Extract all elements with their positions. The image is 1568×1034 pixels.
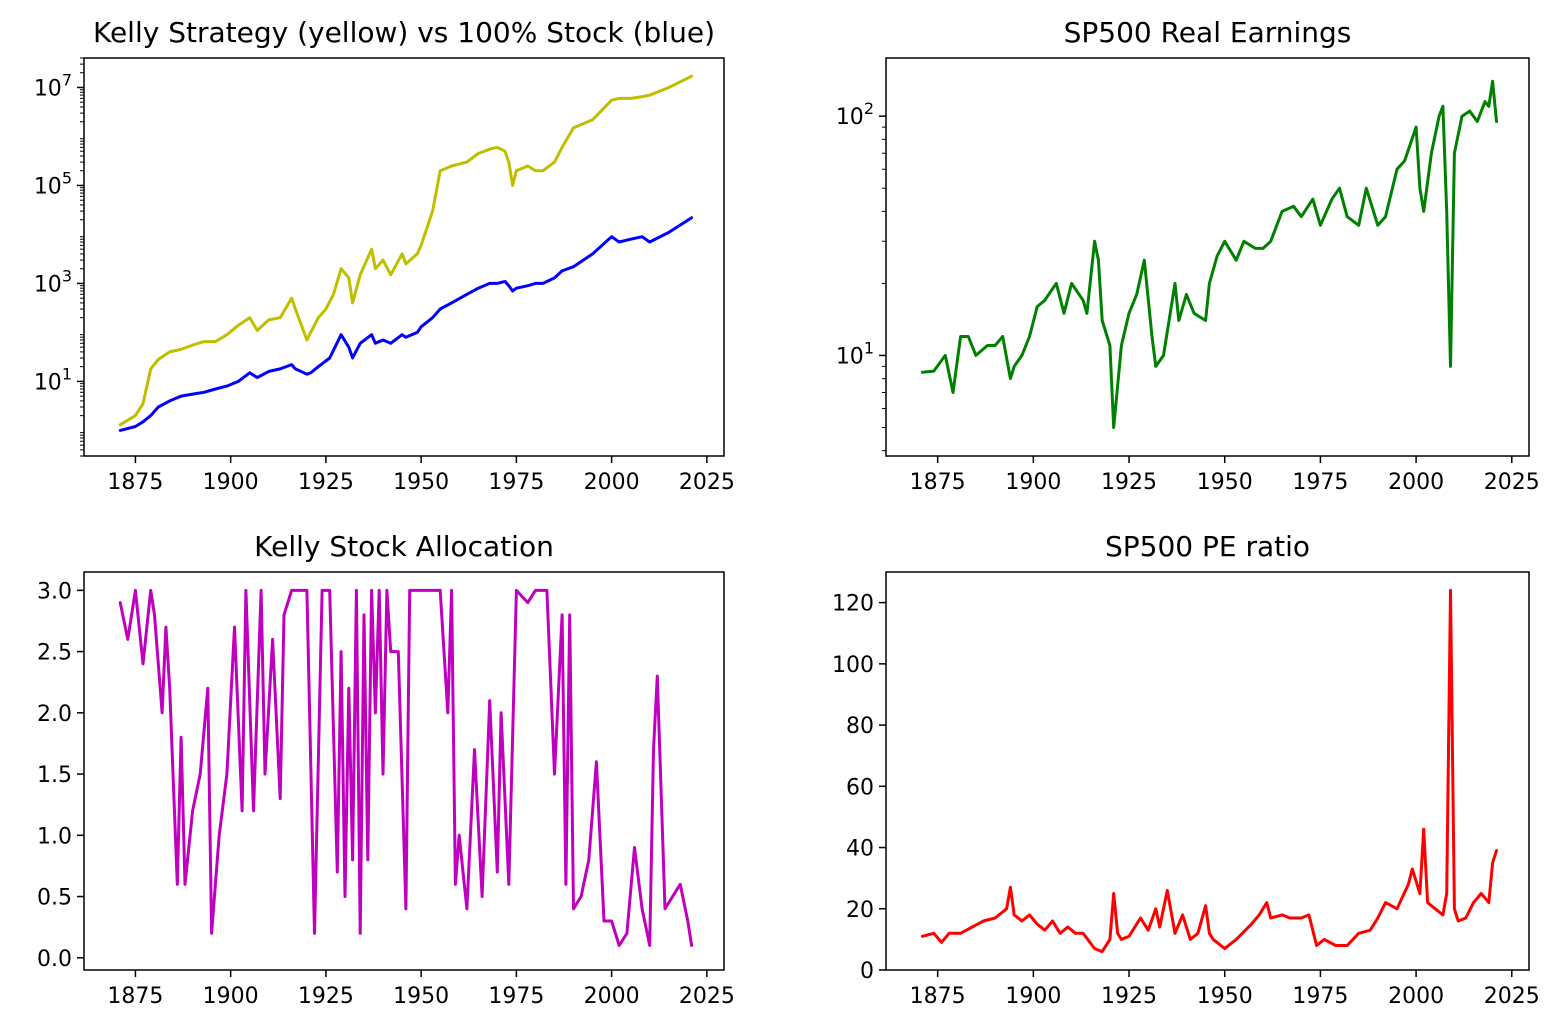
x-tick-label: 1950	[1197, 470, 1253, 495]
panel-kelly-stock-allocation: Kelly Stock Allocation 1875 1900 1925 1950 1…	[37, 530, 735, 1009]
x-tick-label: 1975	[1292, 470, 1348, 495]
y-tick-label: 80	[846, 714, 874, 739]
x-tick-label: 1875	[910, 984, 966, 1009]
x-tick-label: 2000	[584, 470, 640, 495]
x-tick-label: 2000	[1388, 470, 1444, 495]
y-tick-label: 3.0	[37, 579, 72, 604]
y-tick-label: 0	[860, 959, 874, 984]
x-tick-label: 1900	[1005, 470, 1061, 495]
y-tick-label: 101	[34, 364, 72, 395]
x-tick-label: 1875	[107, 470, 163, 495]
panel-kelly-vs-stock: Kelly Strategy (yellow) vs 100% Stock (b…	[34, 16, 735, 495]
series-line-0	[920, 79, 1498, 429]
y-tick-label: 105	[34, 168, 72, 199]
axes-frame	[83, 571, 725, 971]
axes-frame	[83, 57, 725, 457]
x-tick-label: 1925	[1101, 984, 1157, 1009]
x-tick-label: 1950	[393, 984, 449, 1009]
y-tick-label: 107	[34, 70, 72, 101]
x-tick-label: 1925	[298, 470, 354, 495]
x-tick-label: 1975	[1292, 984, 1348, 1009]
x-tick-label: 1925	[1101, 470, 1157, 495]
x-tick-label: 2025	[679, 470, 735, 495]
y-tick-label: 101	[836, 338, 874, 369]
x-tick-label: 1900	[1005, 984, 1061, 1009]
x-tick-label: 1975	[488, 984, 544, 1009]
x-tick-label: 1975	[488, 470, 544, 495]
y-tick-label: 1.0	[37, 824, 72, 849]
series-line-0	[118, 588, 694, 947]
x-tick-label: 1950	[393, 470, 449, 495]
x-tick-label: 1950	[1197, 984, 1253, 1009]
x-tick-label: 1925	[298, 984, 354, 1009]
x-tick-label: 2025	[1484, 984, 1540, 1009]
y-tick-label: 60	[846, 775, 874, 800]
x-tick-label: 2025	[679, 984, 735, 1009]
y-tick-label: 120	[832, 592, 874, 617]
panel-sp500-pe-ratio: SP500 PE ratio 1875 1900 1925 1950 1975 2000 2…	[832, 530, 1540, 1009]
chart-title: Kelly Strategy (yellow) vs 100% Stock (b…	[93, 16, 715, 49]
series-line-1	[118, 216, 694, 432]
y-tick-label: 0.5	[37, 886, 72, 911]
chart-title: SP500 PE ratio	[1105, 530, 1310, 563]
axes-frame	[885, 57, 1530, 457]
axes-frame	[885, 571, 1530, 971]
x-tick-label: 2000	[584, 984, 640, 1009]
x-tick-label: 1875	[910, 470, 966, 495]
y-tick-label: 1.5	[37, 763, 72, 788]
x-tick-label: 1900	[203, 984, 259, 1009]
y-tick-label: 103	[34, 266, 72, 297]
x-tick-label: 2025	[1484, 470, 1540, 495]
series-line-0	[920, 588, 1498, 954]
y-tick-label: 2.5	[37, 641, 72, 666]
y-tick-label: 102	[836, 99, 874, 130]
y-tick-label: 20	[846, 898, 874, 923]
y-tick-label: 0.0	[37, 947, 72, 972]
chart-title: SP500 Real Earnings	[1064, 16, 1352, 49]
panel-sp500-real-earnings: SP500 Real Earnings 1875 1900 1925 1950 1975…	[836, 16, 1540, 495]
x-tick-label: 1900	[203, 470, 259, 495]
x-tick-label: 1875	[107, 984, 163, 1009]
y-tick-label: 40	[846, 837, 874, 862]
y-tick-label: 2.0	[37, 702, 72, 727]
x-tick-label: 2000	[1388, 984, 1444, 1009]
chart-title: Kelly Stock Allocation	[254, 530, 554, 563]
series-line-0	[118, 74, 694, 427]
y-tick-label: 100	[832, 653, 874, 678]
